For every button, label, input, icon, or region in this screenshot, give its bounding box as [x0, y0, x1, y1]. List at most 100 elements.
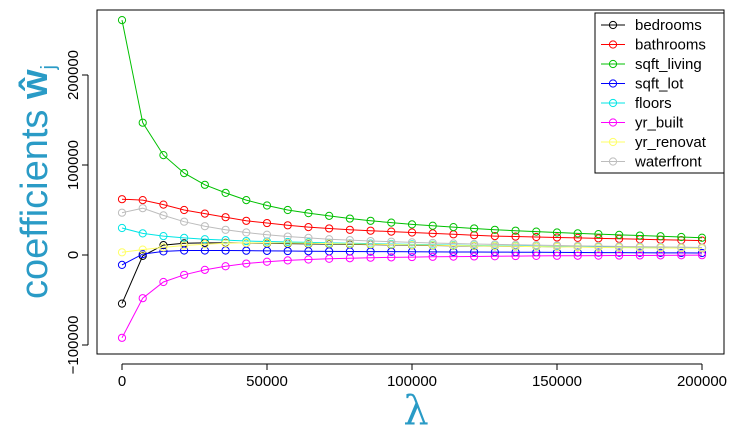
data-point [325, 235, 334, 244]
data-point [180, 246, 189, 255]
data-point [117, 260, 127, 269]
series-line [121, 242, 703, 253]
data-point [490, 248, 499, 257]
data-point [117, 299, 127, 308]
legend-label: floors [635, 95, 672, 112]
plot-frame [96, 9, 725, 355]
data-point [387, 240, 396, 249]
data-point [200, 222, 209, 231]
data-point [677, 232, 686, 242]
x-tick-label: 50000 [246, 373, 288, 390]
data-point [552, 233, 562, 242]
data-point [304, 233, 313, 242]
data-point [159, 277, 168, 287]
x-tick-label: 200000 [677, 373, 727, 390]
data-point [304, 209, 313, 218]
data-point [221, 239, 230, 248]
x-tick-label: 100000 [387, 373, 437, 390]
data-point [470, 224, 479, 233]
data-point [366, 253, 375, 262]
data-point [470, 247, 479, 257]
data-point [242, 246, 251, 255]
data-point [200, 180, 209, 189]
data-point [159, 243, 168, 252]
data-point [138, 294, 147, 303]
data-point [117, 223, 127, 233]
data-point [407, 252, 417, 262]
data-point [242, 216, 251, 225]
data-point [366, 236, 375, 246]
data-point [532, 227, 541, 236]
data-point [511, 232, 520, 241]
y-tick-label: 200000 [65, 50, 82, 100]
data-point [428, 252, 437, 261]
data-point [490, 225, 499, 234]
x-axis-label: λ [403, 388, 428, 434]
data-point [428, 238, 437, 248]
data-point [117, 208, 127, 217]
data-point [573, 233, 582, 242]
legend-item: sqft_lot [601, 76, 684, 93]
data-point [138, 196, 147, 205]
data-point [138, 245, 147, 254]
data-point [242, 238, 251, 247]
legend-item: floors [601, 95, 672, 112]
y-tick-label: 0 [65, 251, 82, 259]
x-tick-label: 0 [118, 373, 126, 390]
data-point [511, 226, 520, 235]
data-point [532, 232, 541, 242]
data-point [180, 205, 189, 215]
data-point [552, 251, 562, 260]
legend-label: bathrooms [635, 37, 706, 54]
data-point [159, 200, 168, 209]
data-point [262, 230, 272, 239]
data-point [221, 225, 230, 234]
data-point [470, 239, 479, 249]
legend-swatch-marker [608, 59, 618, 69]
data-point [262, 257, 272, 266]
data-point [511, 240, 520, 249]
series-line [121, 207, 703, 248]
data-point [615, 251, 624, 260]
data-point [200, 265, 209, 274]
data-point [366, 216, 375, 225]
data-point [180, 270, 189, 279]
data-point [345, 254, 354, 263]
data-point [345, 236, 354, 245]
data-point [615, 248, 624, 257]
data-point [262, 238, 272, 247]
data-point [345, 225, 354, 234]
data-point [387, 237, 396, 246]
data-point [242, 196, 251, 205]
data-point [283, 246, 292, 256]
legend-swatch-marker [608, 157, 618, 166]
series-layer [117, 16, 707, 342]
data-point [573, 251, 582, 260]
y-axis-label-hat: ŵ [14, 69, 56, 100]
y-axis-label-sub: j [38, 65, 60, 70]
legend-label: yr_built [635, 115, 684, 132]
data-point [552, 241, 562, 250]
y-axis: −100000 0 100000 200000 [65, 50, 89, 375]
legend-label: sqft_living [635, 56, 702, 73]
data-point [200, 240, 209, 249]
legend-swatch-marker [608, 79, 618, 88]
data-point [594, 230, 603, 239]
data-point [138, 118, 147, 127]
data-point [242, 259, 251, 268]
data-point [345, 214, 354, 223]
series-line [121, 250, 703, 266]
y-tick-label: −100000 [65, 316, 82, 375]
series-bathrooms [117, 195, 707, 245]
data-point [635, 231, 644, 240]
data-point [697, 233, 707, 242]
legend-label: sqft_lot [635, 76, 684, 93]
data-point [242, 228, 251, 237]
data-point [221, 213, 230, 222]
data-point [449, 241, 458, 250]
data-point [138, 204, 147, 213]
data-point [304, 223, 313, 232]
data-point [594, 234, 603, 243]
x-axis: 0 50000 100000 150000 200000 [118, 363, 727, 390]
